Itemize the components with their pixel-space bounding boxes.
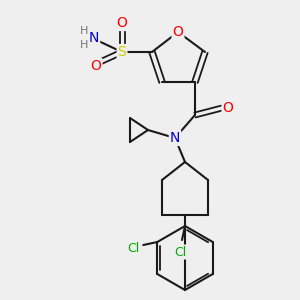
- Text: H: H: [80, 40, 88, 50]
- Text: S: S: [118, 45, 126, 59]
- Text: N: N: [89, 31, 99, 45]
- Text: Cl: Cl: [174, 245, 186, 259]
- Text: N: N: [170, 131, 180, 145]
- Text: O: O: [223, 101, 233, 115]
- Text: H: H: [80, 26, 88, 36]
- Text: O: O: [117, 16, 128, 30]
- Text: O: O: [172, 25, 183, 39]
- Text: O: O: [91, 59, 101, 73]
- Text: Cl: Cl: [127, 242, 140, 256]
